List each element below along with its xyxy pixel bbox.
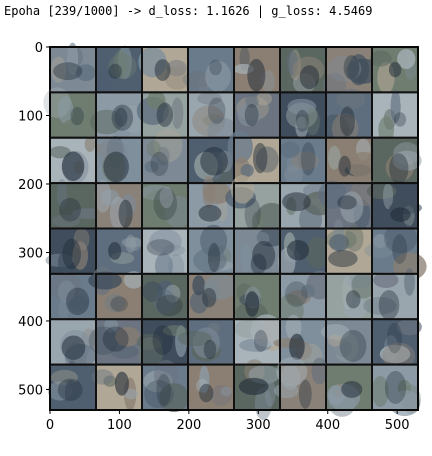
sample-tile xyxy=(279,46,327,94)
sample-tile xyxy=(141,359,189,413)
sample-tile xyxy=(141,128,189,185)
sample-tile xyxy=(187,136,235,187)
sample-tile xyxy=(138,46,190,96)
sample-tile xyxy=(187,175,235,230)
x-tick-label: 300 xyxy=(246,418,271,433)
sample-tile xyxy=(320,318,373,366)
training-log-line: Epoha [239/1000] -> d_loss: 1.1626 | g_l… xyxy=(4,4,373,18)
y-tick-label: 0 xyxy=(35,41,43,56)
sample-tile xyxy=(233,359,281,421)
sample-tile xyxy=(274,357,328,412)
sample-tile xyxy=(49,318,97,373)
x-tick-label: 500 xyxy=(385,418,410,433)
sample-tile xyxy=(187,363,235,412)
axes-frame xyxy=(49,46,419,411)
sample-tile xyxy=(279,136,327,186)
sample-tile xyxy=(91,363,143,412)
sample-tile xyxy=(95,227,144,275)
sample-tile xyxy=(48,272,97,323)
y-tick-label: 500 xyxy=(18,383,43,398)
x-tick-label: 100 xyxy=(107,418,132,433)
y-tick-label: 100 xyxy=(18,109,43,124)
sample-tile xyxy=(278,227,330,277)
sample-tile xyxy=(95,136,143,185)
sample-tile xyxy=(370,46,419,94)
sample-tile xyxy=(136,90,189,139)
sample-tile xyxy=(49,42,97,94)
x-tick-label: 200 xyxy=(176,418,201,433)
y-tick-label: 200 xyxy=(18,178,43,193)
sample-tile xyxy=(187,272,238,321)
sample-tile xyxy=(364,222,427,281)
sample-tile xyxy=(88,318,143,366)
sample-tile xyxy=(279,182,337,235)
sample-tile xyxy=(141,272,189,321)
sample-tile xyxy=(182,46,235,102)
sample-tile xyxy=(177,318,235,366)
sample-tile xyxy=(187,91,238,146)
sample-tile xyxy=(49,178,105,230)
y-tick-label: 300 xyxy=(18,246,43,261)
sample-tile xyxy=(371,136,422,185)
sample-tile xyxy=(43,87,97,139)
sample-tile xyxy=(141,227,189,280)
sample-tile xyxy=(140,182,192,230)
sample-tile xyxy=(366,182,423,230)
sample-tile xyxy=(233,46,281,94)
sample-tile xyxy=(233,227,286,275)
sample-tile xyxy=(325,363,373,417)
sample-tile xyxy=(320,88,373,147)
y-tick-label: 400 xyxy=(18,315,43,330)
sample-tile xyxy=(233,91,281,139)
sample-tile xyxy=(273,314,327,373)
sample-tile xyxy=(325,136,381,185)
x-axis: 0 100 200 300 400 500 xyxy=(46,410,410,433)
sample-tile xyxy=(47,360,97,412)
image-grid xyxy=(43,42,427,421)
sample-tile xyxy=(49,136,97,185)
sample-tile xyxy=(225,175,288,233)
sample-tile xyxy=(88,266,144,321)
sample-tile xyxy=(187,224,235,275)
sample-tile xyxy=(318,178,379,230)
sample-tile xyxy=(227,130,281,185)
sample-tile xyxy=(363,268,419,321)
sample-tile xyxy=(325,218,373,275)
sample-tile xyxy=(279,91,327,139)
sample-tile xyxy=(325,272,376,321)
sample-tile xyxy=(371,318,422,370)
sample-tile xyxy=(371,89,419,144)
x-tick-label: 400 xyxy=(315,418,340,433)
sample-tile xyxy=(233,314,287,366)
sample-tile xyxy=(94,179,143,231)
sample-tile xyxy=(89,91,148,140)
y-axis: 0 100 200 300 400 500 xyxy=(18,41,50,398)
x-tick-label: 0 xyxy=(46,418,54,433)
sample-tile xyxy=(371,363,421,417)
